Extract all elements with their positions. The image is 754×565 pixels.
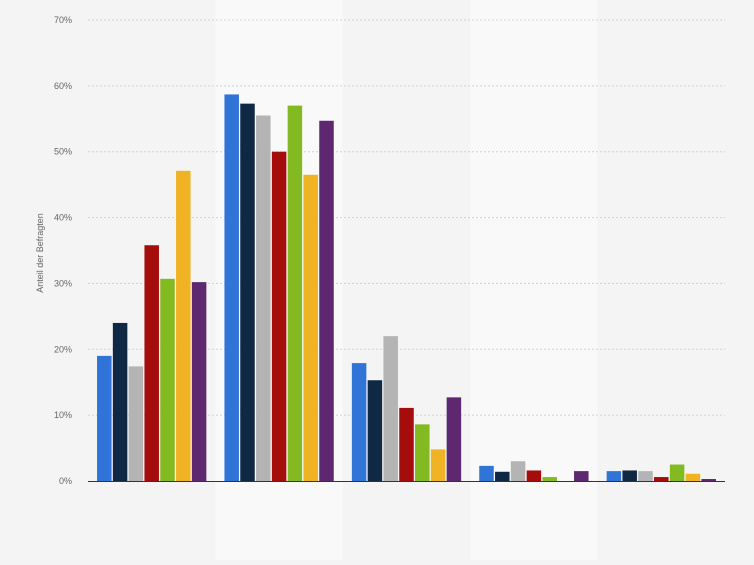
bar[interactable]: [430, 449, 446, 481]
bar[interactable]: [415, 424, 430, 481]
bar[interactable]: [701, 479, 716, 481]
y-tick-label: 10%: [54, 410, 72, 420]
bar[interactable]: [685, 473, 701, 481]
bar[interactable]: [351, 363, 367, 481]
bar[interactable]: [176, 170, 191, 481]
bar[interactable]: [622, 470, 637, 481]
bar[interactable]: [112, 322, 128, 481]
bar[interactable]: [144, 245, 159, 481]
y-axis-title: Anteil der Befragten: [35, 213, 45, 293]
bar[interactable]: [303, 174, 318, 481]
y-tick-label: 60%: [54, 81, 72, 91]
bar[interactable]: [638, 471, 653, 481]
bar[interactable]: [97, 355, 112, 481]
bar[interactable]: [399, 407, 414, 481]
y-tick-label: 70%: [54, 15, 72, 25]
bar[interactable]: [574, 471, 589, 481]
bar[interactable]: [128, 366, 144, 481]
bar[interactable]: [479, 465, 494, 481]
bar[interactable]: [224, 94, 239, 481]
bar[interactable]: [271, 151, 287, 481]
bar[interactable]: [526, 470, 542, 481]
bar[interactable]: [319, 120, 334, 482]
y-tick-label: 0%: [59, 476, 72, 486]
bar[interactable]: [367, 380, 383, 481]
y-tick-label: 50%: [54, 147, 72, 157]
bar[interactable]: [160, 278, 175, 481]
bar[interactable]: [287, 105, 303, 481]
bar[interactable]: [654, 477, 669, 481]
bar[interactable]: [669, 464, 685, 481]
bar[interactable]: [191, 282, 207, 481]
y-tick-label: 40%: [54, 213, 72, 223]
bar[interactable]: [240, 103, 255, 481]
bar[interactable]: [495, 471, 510, 481]
bar[interactable]: [542, 477, 557, 481]
y-tick-label: 20%: [54, 344, 72, 354]
bar[interactable]: [256, 115, 271, 481]
bar[interactable]: [510, 461, 526, 481]
bar[interactable]: [606, 471, 622, 481]
bar[interactable]: [446, 397, 462, 481]
bar[interactable]: [383, 336, 398, 481]
y-tick-label: 30%: [54, 278, 72, 288]
